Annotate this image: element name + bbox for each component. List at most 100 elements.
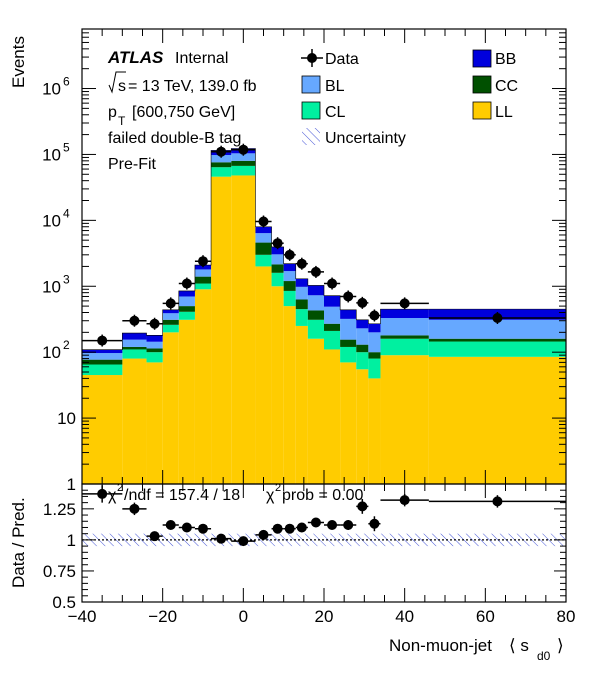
bar-cc-14	[340, 339, 357, 347]
ratio-y-tick-label-3: 1.25	[43, 500, 76, 519]
x-axis-label: Non-muon-jet ⟨ s d0 ⟩	[389, 636, 564, 663]
bar-bl-5	[194, 269, 212, 277]
ratio-point-11	[296, 522, 307, 533]
legend-label-data: Data	[325, 51, 359, 68]
bar-cc-7	[231, 160, 256, 166]
bar-bb-15	[356, 319, 369, 329]
bar-ll-15	[356, 369, 369, 484]
bar-bb-13	[324, 295, 341, 307]
ratio-point-7	[238, 536, 249, 547]
bar-bl-11	[295, 286, 308, 300]
y-tick-label-0: 1	[67, 475, 76, 494]
legend-label-ll: LL	[495, 104, 513, 121]
pt-symbol: p	[108, 104, 117, 121]
bar-cc-10	[283, 281, 296, 291]
ratio-point-8	[258, 529, 269, 540]
ratio-point-1	[129, 503, 140, 514]
y-tick-exponent-4: 4	[63, 206, 70, 220]
ratio-point-5	[198, 523, 208, 534]
legend-entry-bb: BB	[472, 49, 516, 68]
legend-data-marker	[307, 53, 317, 63]
bar-cl-7	[231, 165, 256, 176]
data-point-1	[129, 315, 140, 326]
bar-bl-12	[307, 295, 324, 311]
bar-ll-6	[211, 176, 232, 484]
bar-cc-11	[295, 299, 308, 310]
ratio-point-10	[284, 523, 295, 534]
bar-ll-17	[380, 355, 429, 484]
legend-entry-bl: BL	[301, 75, 345, 95]
bar-ll-8	[255, 266, 272, 484]
legend-swatch-bb	[472, 49, 492, 68]
bar-cl-6	[211, 167, 232, 177]
legend: Data BL CL Uncertainty BB CC LL	[301, 49, 518, 147]
legend-entry-data: Data	[301, 49, 359, 68]
x-axis-label-subscript: d0	[537, 649, 551, 663]
bar-cl-12	[307, 319, 324, 339]
bar-ll-10	[283, 306, 296, 484]
bar-bl-1	[122, 339, 147, 347]
chi2-prob-label: prob = 0.00	[282, 487, 364, 504]
legend-entry-ll: LL	[472, 101, 513, 121]
ratio-point-0	[97, 488, 108, 499]
bar-cc-9	[271, 264, 284, 273]
bar-cl-15	[356, 352, 369, 370]
bar-cl-18	[428, 341, 566, 357]
bar-cl-17	[380, 338, 429, 356]
legend-label-uncertainty: Uncertainty	[325, 130, 406, 147]
bar-bl-10	[283, 271, 296, 282]
bar-bl-0	[82, 353, 123, 360]
y-tick-label-5: 10	[42, 145, 61, 164]
bar-cl-11	[295, 309, 308, 326]
x-tick-label-3: 20	[315, 607, 334, 626]
bar-cl-8	[255, 254, 272, 267]
data-point-5	[198, 256, 208, 267]
bar-ll-5	[194, 289, 212, 484]
bar-bl-17	[380, 317, 429, 336]
energy-label: = 13 TeV, 139.0 fb	[128, 78, 257, 95]
bar-bl-6	[211, 155, 232, 163]
bar-ll-11	[295, 325, 308, 484]
data-point-13	[327, 278, 338, 289]
bar-bl-9	[271, 254, 284, 265]
legend-label-cc: CC	[495, 78, 518, 95]
legend-swatch-ll	[472, 101, 492, 120]
bar-cc-1	[122, 346, 147, 350]
y-tick-exponent-3: 3	[63, 272, 70, 286]
data-point-15	[357, 297, 368, 308]
bar-cc-8	[255, 242, 272, 255]
data-point-16	[369, 310, 380, 321]
bar-ll-9	[271, 286, 284, 484]
x-tick-label-2: 0	[239, 607, 248, 626]
bar-cc-6	[211, 162, 232, 168]
bar-bb-3	[162, 309, 179, 314]
bar-bl-16	[368, 332, 381, 353]
chi2-ndf-label: /ndf = 157.4 / 18	[124, 487, 240, 504]
bar-bb-2	[146, 335, 163, 342]
legend-swatch-bl	[301, 75, 321, 94]
bar-cc-3	[162, 319, 179, 325]
bar-bb-8	[255, 226, 272, 234]
data-points	[82, 143, 566, 347]
bar-cc-4	[178, 306, 195, 312]
bar-bl-15	[356, 328, 369, 345]
bar-bb-11	[295, 278, 308, 287]
bar-bl-18	[428, 319, 566, 339]
ratio-point-4	[181, 522, 192, 533]
bar-cc-5	[194, 276, 212, 284]
bar-ll-1	[122, 358, 147, 484]
bar-bb-0	[82, 349, 123, 354]
bar-bl-2	[146, 341, 163, 349]
bar-cc-2	[146, 348, 163, 353]
data-point-10	[284, 249, 295, 260]
ratio-point-2	[149, 531, 160, 542]
bar-bb-10	[283, 263, 296, 272]
bar-cl-3	[162, 324, 179, 333]
bar-bl-3	[162, 313, 179, 320]
data-point-17	[399, 298, 410, 309]
chi2-prob-superscript: 2	[275, 482, 281, 494]
ratio-point-18	[492, 496, 503, 507]
y-tick-label-6: 10	[42, 80, 61, 99]
